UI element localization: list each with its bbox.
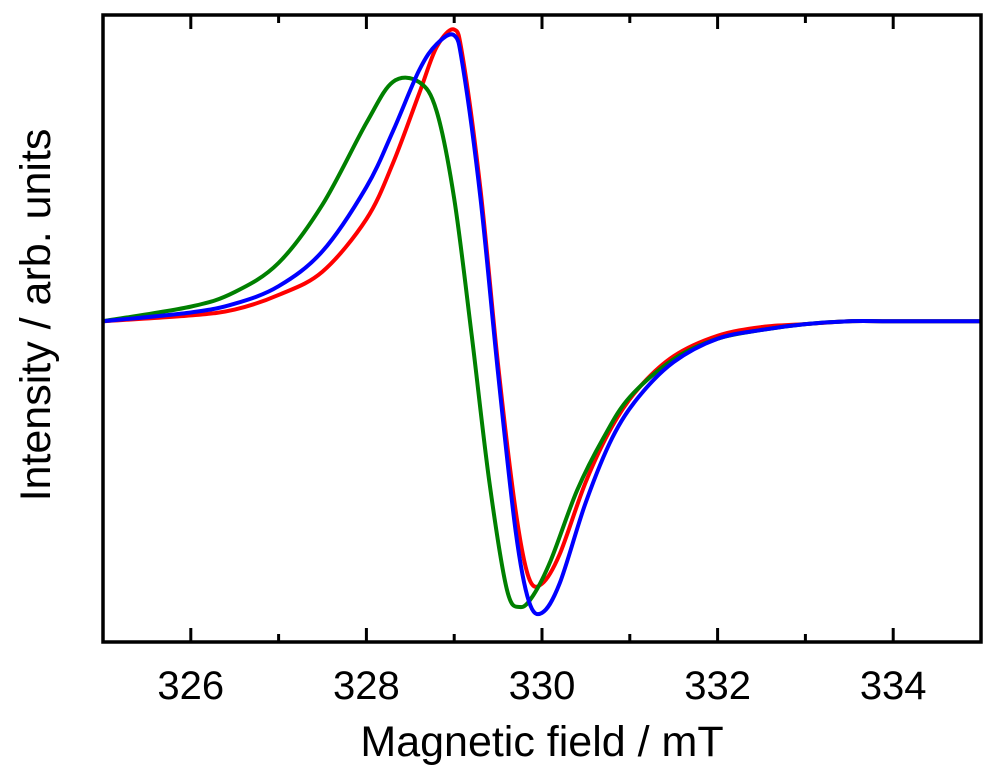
x-axis-title: Magnetic field / mT xyxy=(360,718,723,766)
series-layer xyxy=(102,27,981,617)
x-tick-label-332: 332 xyxy=(684,664,751,708)
series-line-green xyxy=(102,75,981,610)
x-tick-labels: 326 328 330 332 334 xyxy=(157,664,926,708)
x-tick-label-326: 326 xyxy=(157,664,224,708)
series-line-red xyxy=(102,27,981,589)
x-tick-label-328: 328 xyxy=(333,664,400,708)
x-ticks xyxy=(189,15,895,642)
plot-frame xyxy=(101,13,983,644)
y-axis-title: Intensity / arb. units xyxy=(12,129,60,502)
x-tick-label-334: 334 xyxy=(860,664,927,708)
x-tick-label-330: 330 xyxy=(509,664,576,708)
series-line-blue xyxy=(102,32,981,617)
